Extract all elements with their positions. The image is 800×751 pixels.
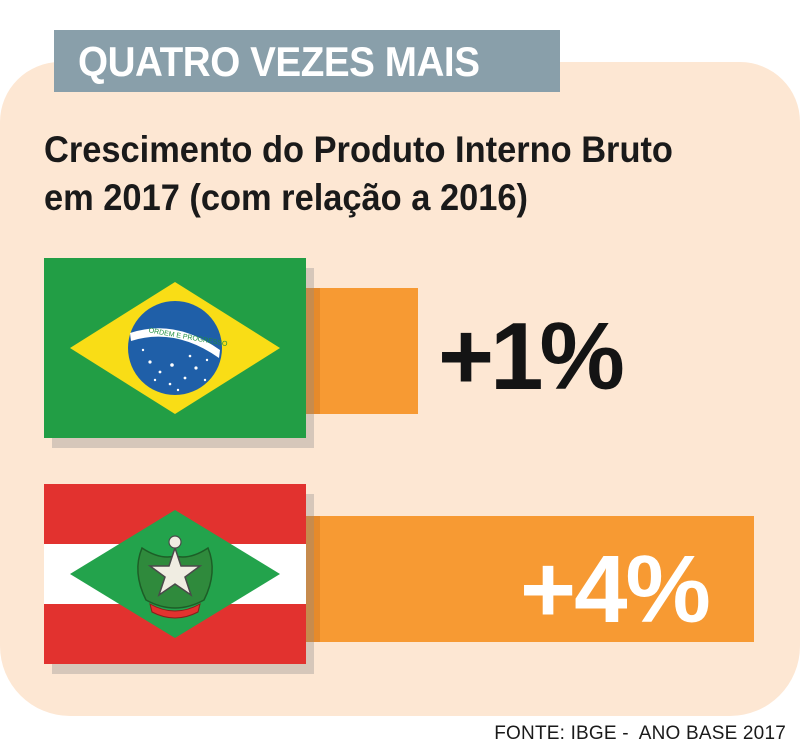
brazil-flag-icon: ORDEM E PROGRESSO xyxy=(44,258,314,448)
source-note: FONTE: IBGE - ANO BASE 2017 xyxy=(494,723,786,744)
value-label-brazil: +1% xyxy=(438,303,622,410)
header-tag xyxy=(54,30,560,92)
value-label-santa-catarina: +4% xyxy=(520,536,709,643)
bar-santa-catarina-shadow xyxy=(306,516,320,642)
bar-brazil xyxy=(306,288,418,414)
bars-group xyxy=(306,288,754,642)
header-title: QUATRO VEZES MAIS xyxy=(78,38,480,85)
bar-santa-catarina xyxy=(306,516,754,642)
santa-catarina-flag-icon xyxy=(44,484,314,674)
chart-title: Crescimento do Produto Interno Bruto em … xyxy=(44,129,673,218)
bar-brazil-shadow xyxy=(306,288,320,414)
